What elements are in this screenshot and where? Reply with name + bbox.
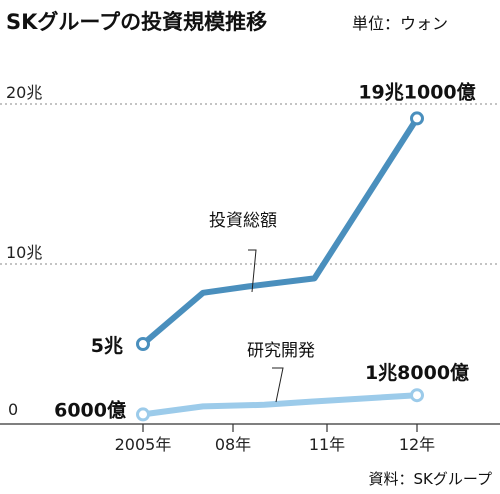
x-axis-ticks: 2005年 08年 11年 12年 bbox=[115, 424, 435, 454]
callout-tail-investment bbox=[248, 249, 257, 293]
x-tick-label: 11年 bbox=[309, 435, 345, 454]
series-name-rnd: 研究開発 bbox=[247, 341, 315, 361]
series-point-rnd-end bbox=[410, 388, 424, 403]
series-name-investment: 投資総額 bbox=[209, 211, 277, 231]
y-tick-label: 20兆 bbox=[6, 83, 42, 102]
y-tick-label: 0 bbox=[8, 400, 18, 419]
x-tick-label: 08年 bbox=[215, 435, 251, 454]
source-note: 資料：SKグループ bbox=[369, 470, 492, 488]
data-label-investment-start: 5兆 bbox=[91, 335, 123, 357]
data-label-investment-end: 19兆1000億 bbox=[358, 80, 475, 103]
series-line-rnd bbox=[140, 392, 420, 418]
x-tick-label: 12年 bbox=[399, 435, 435, 454]
data-label-rnd-start: 6000億 bbox=[54, 398, 126, 421]
y-tick-label: 10兆 bbox=[6, 243, 42, 262]
unit-label: 単位：ウォン bbox=[352, 14, 448, 33]
callout-tail-rnd bbox=[272, 367, 284, 403]
series-point-investment-end bbox=[410, 111, 424, 126]
series-line-investment bbox=[140, 115, 420, 347]
y-axis-ticks: 0 10兆 20兆 bbox=[6, 83, 42, 419]
x-tick-label: 2005年 bbox=[115, 435, 172, 454]
data-label-rnd-end: 1兆8000億 bbox=[365, 361, 469, 384]
series-point-rnd-start bbox=[136, 407, 150, 422]
series-layer bbox=[136, 111, 424, 422]
series-point-investment-start bbox=[136, 337, 150, 351]
chart-title: SKグループの投資規模推移 bbox=[6, 10, 267, 34]
